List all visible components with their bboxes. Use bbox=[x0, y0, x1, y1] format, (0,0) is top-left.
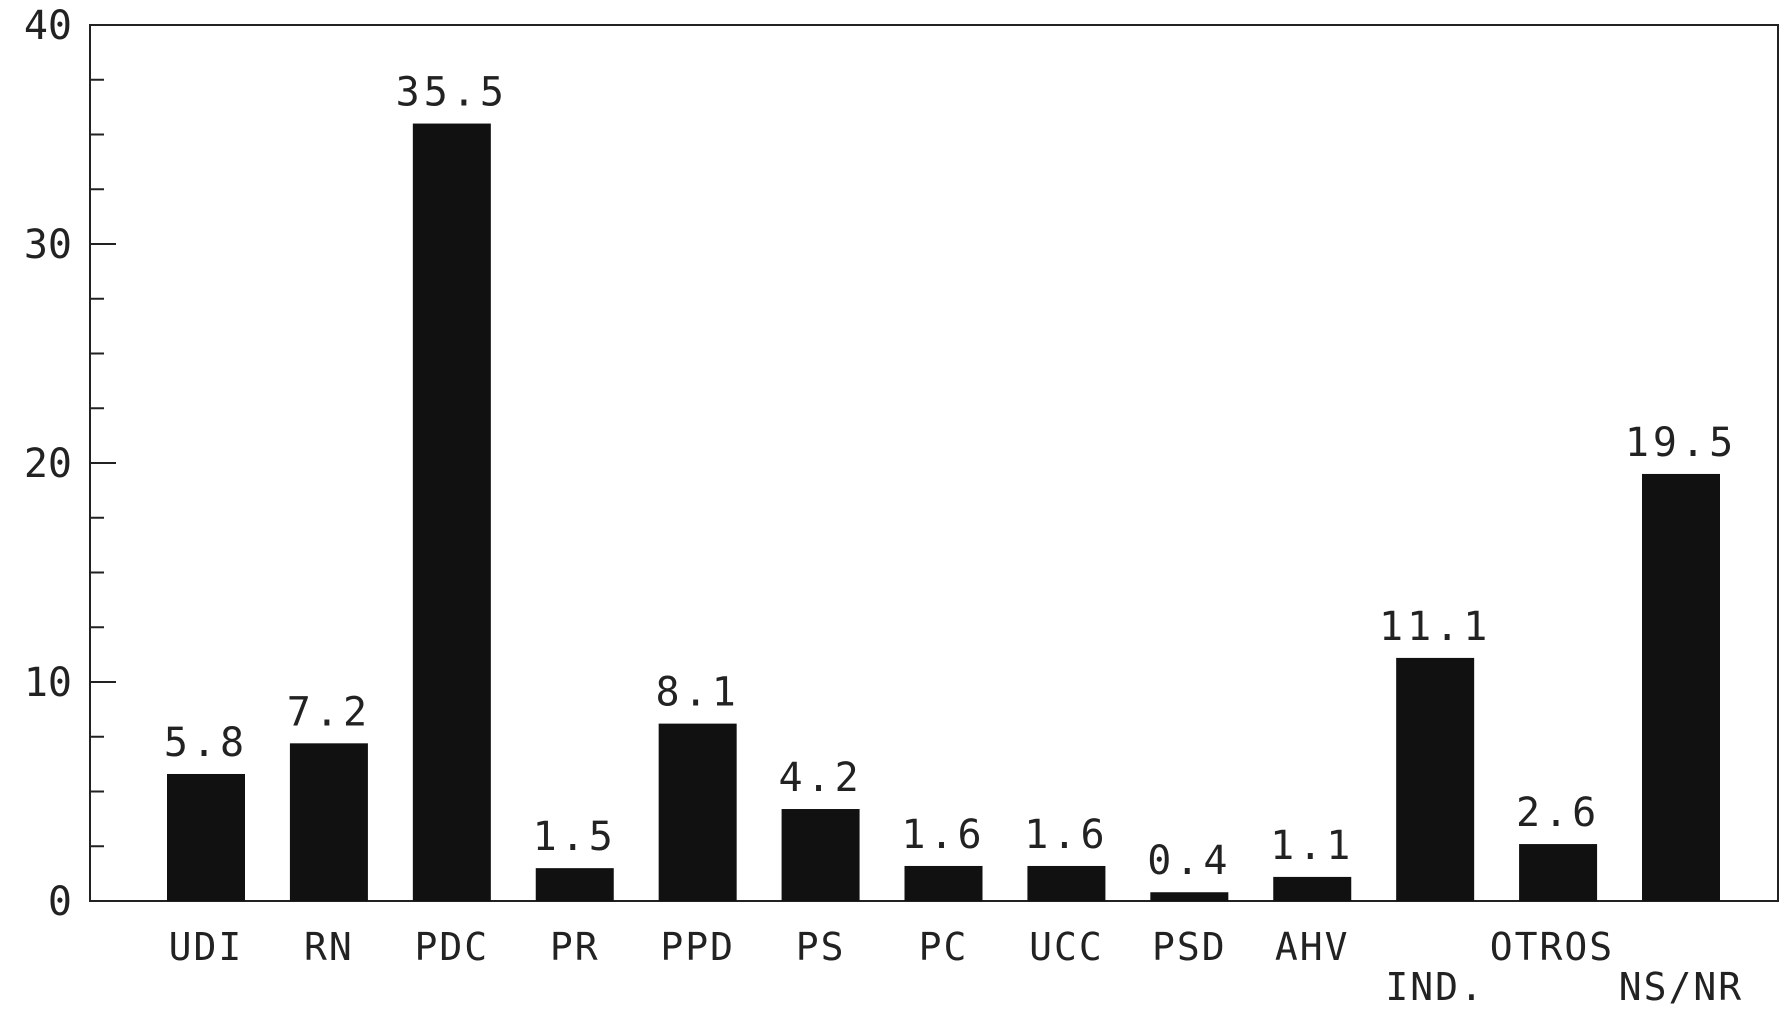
data-label: 1.6 bbox=[901, 812, 985, 858]
bar bbox=[1396, 657, 1475, 901]
bar bbox=[1519, 844, 1598, 901]
bar bbox=[781, 809, 860, 901]
x-tick-label: PC bbox=[919, 925, 969, 969]
data-label: 4.2 bbox=[778, 755, 862, 801]
x-tick-label: AHV bbox=[1275, 925, 1350, 969]
data-label: 0.4 bbox=[1147, 838, 1231, 884]
x-tick-label: UDI bbox=[169, 925, 244, 969]
x-tick-label: RN bbox=[304, 925, 354, 969]
group-label-otros: OTROS bbox=[1490, 925, 1614, 969]
data-label: 8.1 bbox=[656, 670, 740, 716]
data-label: 11.1 bbox=[1379, 604, 1491, 650]
y-tick-label: 0 bbox=[48, 879, 72, 925]
y-tick-label: 30 bbox=[24, 222, 72, 268]
value-labels: 5.8 7.2 35.5 1.5 8.1 4.2 1.6 1.6 0.4 1.1 11.1 2.6 19… bbox=[164, 70, 1737, 885]
y-axis: 0 10 20 30 40 bbox=[24, 3, 116, 925]
x-tick-label: PS bbox=[796, 925, 846, 969]
x-tick-label: PPD bbox=[660, 925, 735, 969]
x-tick-label: UCC bbox=[1029, 925, 1104, 969]
data-label: 35.5 bbox=[396, 70, 508, 116]
x-tick-label: PR bbox=[550, 925, 600, 969]
data-label: 1.6 bbox=[1024, 812, 1108, 858]
bar bbox=[167, 773, 245, 901]
x-tick-label: PSD bbox=[1152, 925, 1227, 969]
data-label: 7.2 bbox=[287, 689, 371, 735]
y-tick-label: 10 bbox=[24, 660, 72, 706]
bar bbox=[535, 868, 614, 901]
data-label: 2.6 bbox=[1516, 790, 1600, 836]
data-label: 19.5 bbox=[1625, 420, 1737, 466]
x-tick-label: PDC bbox=[415, 925, 490, 969]
bar bbox=[658, 723, 737, 901]
data-label: 1.5 bbox=[533, 814, 617, 860]
bar bbox=[1027, 865, 1106, 901]
bar bbox=[1150, 892, 1229, 901]
bar bbox=[289, 743, 368, 901]
y-tick-label: 20 bbox=[24, 441, 72, 487]
bar bbox=[1273, 876, 1352, 901]
y-tick-label: 40 bbox=[24, 3, 72, 49]
x-tick-label: IND. bbox=[1385, 965, 1485, 1009]
bar bbox=[904, 865, 983, 901]
x-tick-label: NS/NR bbox=[1619, 965, 1743, 1009]
bar bbox=[412, 123, 491, 902]
x-axis-labels: UDI RN PDC PR PPD PS PC UCC PSD AHV IND. NS/NR bbox=[169, 925, 1743, 1009]
data-label: 1.1 bbox=[1270, 823, 1354, 869]
bar bbox=[1642, 473, 1720, 901]
data-label: 5.8 bbox=[164, 720, 248, 766]
bars bbox=[167, 123, 1720, 902]
